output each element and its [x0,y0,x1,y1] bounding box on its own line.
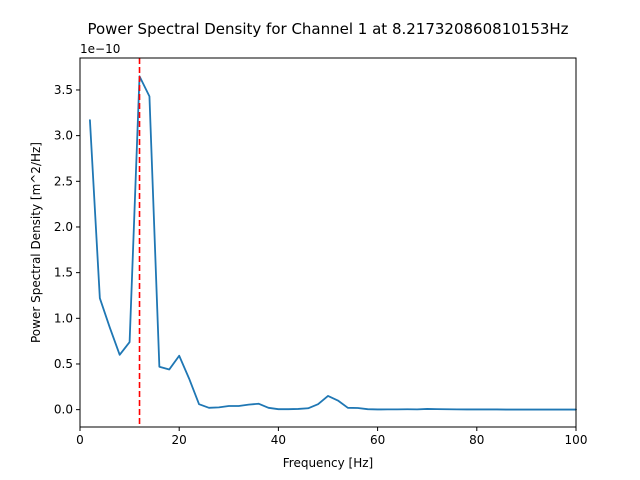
y-tick-label: 3.0 [54,129,73,143]
y-axis-ticks: 0.0 0.5 1.0 1.5 2.0 2.5 3.0 3.5 [54,83,80,417]
x-axis-ticks: 0 20 40 60 80 100 [76,427,587,447]
x-tick-label: 100 [565,433,588,447]
y-tick-label: 0.5 [54,357,73,371]
y-tick-label: 3.5 [54,83,73,97]
x-tick-label: 60 [370,433,385,447]
psd-series-line [89,75,577,411]
x-tick-label: 40 [271,433,286,447]
x-tick-label: 0 [76,433,84,447]
chart-title: Power Spectral Density for Channel 1 at … [87,20,568,38]
y-tick-label: 2.5 [54,174,73,188]
y-tick-label: 1.0 [54,311,73,325]
x-axis-label: Frequency [Hz] [283,456,374,470]
y-axis-label: Power Spectral Density [m^2/Hz] [29,142,43,343]
y-offset-label: 1e−10 [80,42,120,56]
plot-area [89,58,577,427]
x-tick-label: 20 [172,433,187,447]
x-tick-label: 80 [469,433,484,447]
y-tick-label: 0.0 [54,403,73,417]
y-tick-label: 2.0 [54,220,73,234]
y-tick-label: 1.5 [54,266,73,280]
axes-frame [79,57,577,428]
